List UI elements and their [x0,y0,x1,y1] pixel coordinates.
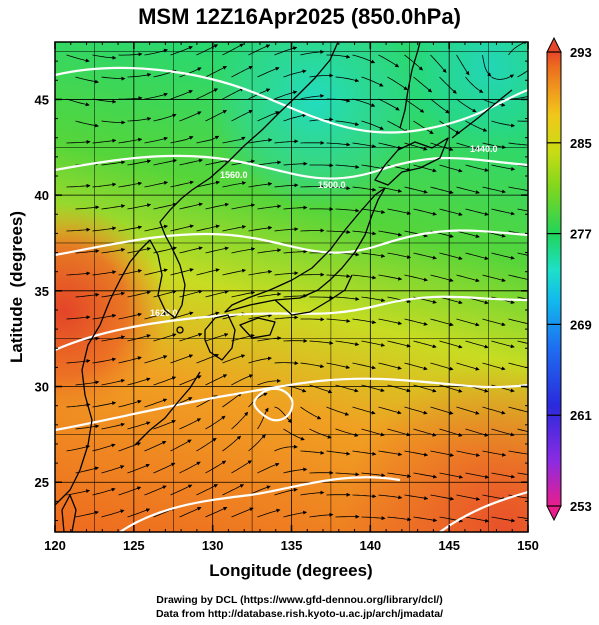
coastlines [55,42,513,532]
y-tick-label: 30 [35,380,49,395]
map-title: MSM 12Z16Apr2025 (850.0hPa) [138,4,461,29]
x-tick-label: 120 [44,538,66,553]
contour-label: 1620.0 [150,308,178,318]
y-tick-label: 25 [35,475,49,490]
credit-data: Data from http://database.rish.kyoto-u.a… [155,608,444,620]
colorbar: 293 285 277 269 261 253 [546,36,592,522]
y-axis-label: Latitude (degrees) [7,211,26,363]
colorbar-label: 261 [570,408,592,423]
height-contours [55,66,528,532]
colorbar-label: 293 [570,45,592,60]
x-axis-label: Longitude (degrees) [209,561,372,580]
colorbar-label: 277 [570,227,592,242]
colorbar-label: 269 [570,317,592,332]
wind-streamlines [66,42,528,523]
contour-label: 1500.0 [318,180,346,190]
colorbar-label: 253 [570,499,592,514]
x-tick-label: 130 [202,538,224,553]
y-tick-label: 45 [35,92,49,107]
x-tick-label: 140 [359,538,381,553]
x-tick-label: 150 [517,538,539,553]
colorbar-gradient [546,51,562,507]
colorbar-bottom-arrow [546,505,562,522]
x-tick-label: 125 [123,538,145,553]
y-axis: 25 30 35 40 45 [35,60,528,522]
contour-label: 1440.0 [470,144,498,154]
y-tick-label: 40 [35,188,49,203]
x-axis: 120 125 130 135 140 145 150 [44,42,539,553]
contour-label: 1560.0 [220,170,248,180]
y-tick-label: 35 [35,284,49,299]
x-tick-label: 135 [281,538,303,553]
credit-drawing: Drawing by DCL (https://www.gfd-dennou.o… [156,594,443,606]
colorbar-label: 285 [570,136,592,151]
colorbar-top-arrow [546,36,562,53]
x-tick-label: 145 [438,538,460,553]
